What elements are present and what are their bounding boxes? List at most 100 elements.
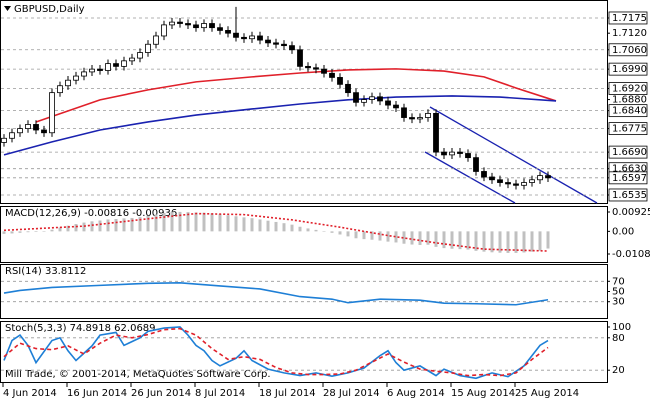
candle-body <box>417 117 423 120</box>
macd-bar <box>18 231 22 233</box>
channel-upper <box>429 106 598 204</box>
tick-box <box>608 62 648 76</box>
tick-box <box>608 82 648 95</box>
candle-body <box>97 68 103 71</box>
macd-bar <box>394 231 398 243</box>
candle-body <box>305 65 311 69</box>
macd-bar <box>450 231 454 249</box>
macd-bar <box>34 231 38 232</box>
candle-body <box>521 182 527 186</box>
x-tick-label: 16 Jun 2014 <box>67 388 127 399</box>
candle-body <box>113 63 119 67</box>
y-tick-label: 1.6535 <box>612 190 647 201</box>
candle-body <box>361 99 367 103</box>
candle-body <box>313 67 319 70</box>
y-tick-label: 1.6630 <box>612 164 647 175</box>
macd-bar <box>2 231 6 234</box>
tick-box <box>608 171 648 185</box>
candle-body <box>217 27 223 31</box>
candle-body <box>185 23 191 26</box>
candle-body <box>249 35 255 40</box>
macd-bar <box>10 231 14 234</box>
macd-bar <box>250 218 254 232</box>
candle-body <box>449 151 455 156</box>
chart-title: GBPUSD,Daily <box>14 4 85 15</box>
macd-bar <box>362 231 366 240</box>
tick-box <box>608 188 648 202</box>
candle-body <box>281 43 287 47</box>
macd-panel <box>0 206 608 263</box>
candle-body <box>273 42 279 45</box>
macd-bar <box>410 231 414 245</box>
candle-body <box>33 124 39 131</box>
candle-body <box>17 128 23 134</box>
candle-body <box>177 21 183 24</box>
rsi-panel <box>0 264 608 319</box>
macd-bar <box>538 231 542 251</box>
macd-bar <box>346 231 350 237</box>
candle-body <box>529 179 535 183</box>
macd-bar <box>282 223 286 232</box>
macd-bar <box>194 212 198 232</box>
y-tick-label: 1.6597 <box>612 173 647 184</box>
candle-body <box>297 49 303 67</box>
footer: Mill Trade, © 2001-2014, MetaQuotes Soft… <box>5 369 271 380</box>
macd-bar <box>474 231 478 251</box>
macd-bar <box>26 231 30 233</box>
candle-body <box>1 137 7 143</box>
candle-body <box>497 179 503 183</box>
y-tick-label: 1.6990 <box>612 64 647 75</box>
moving-average <box>3 95 557 156</box>
macd-bar <box>402 231 406 244</box>
x-tick-label: 25 Aug 2014 <box>515 388 579 399</box>
macd-bar <box>202 212 206 232</box>
candle-body <box>433 112 439 153</box>
candle-body <box>545 175 551 179</box>
macd-bar <box>42 231 46 232</box>
candle-body <box>265 39 271 44</box>
macd-bar <box>426 231 430 245</box>
candle-body <box>257 35 263 41</box>
macd-bar <box>82 222 86 232</box>
macd-bar <box>466 231 470 250</box>
candle-body <box>393 104 399 109</box>
macd-bar <box>458 231 462 250</box>
y-tick-label: 1.7060 <box>612 45 647 56</box>
macd-bar <box>74 224 78 232</box>
macd-bar <box>386 231 390 242</box>
macd-bar <box>226 215 230 232</box>
candle-body <box>385 100 391 106</box>
macd-bar <box>530 231 534 252</box>
y-tick-label: 50 <box>612 287 625 298</box>
y-tick-label: 0.00925 <box>612 207 650 218</box>
candle-body <box>241 36 247 40</box>
candle-body <box>81 71 87 77</box>
candle-body <box>57 85 63 94</box>
tick-box <box>608 104 648 118</box>
macd-bar <box>370 231 374 240</box>
macd-bar <box>218 214 222 232</box>
indicator-line <box>3 327 549 377</box>
macd-bar <box>170 212 174 232</box>
macd-bar <box>50 229 54 232</box>
candle-body <box>65 79 71 87</box>
candle-body <box>169 21 175 26</box>
candle-body <box>481 171 487 178</box>
candle-body <box>201 23 207 29</box>
x-tick-label: 4 Jun 2014 <box>3 388 57 399</box>
candle-body <box>329 72 335 78</box>
candle-body <box>401 107 407 118</box>
macd-bar <box>122 218 126 232</box>
y-tick-label: 30 <box>612 297 625 308</box>
candle-body <box>289 45 295 51</box>
macd-bar <box>506 231 510 253</box>
macd-bar <box>242 217 246 232</box>
candle-body <box>121 60 127 67</box>
macd-bar <box>266 220 270 232</box>
macd-bar <box>210 213 214 232</box>
macd-bar <box>338 231 342 235</box>
signal-line <box>3 212 549 252</box>
macd-bar <box>178 211 182 232</box>
title-icon <box>4 6 11 11</box>
